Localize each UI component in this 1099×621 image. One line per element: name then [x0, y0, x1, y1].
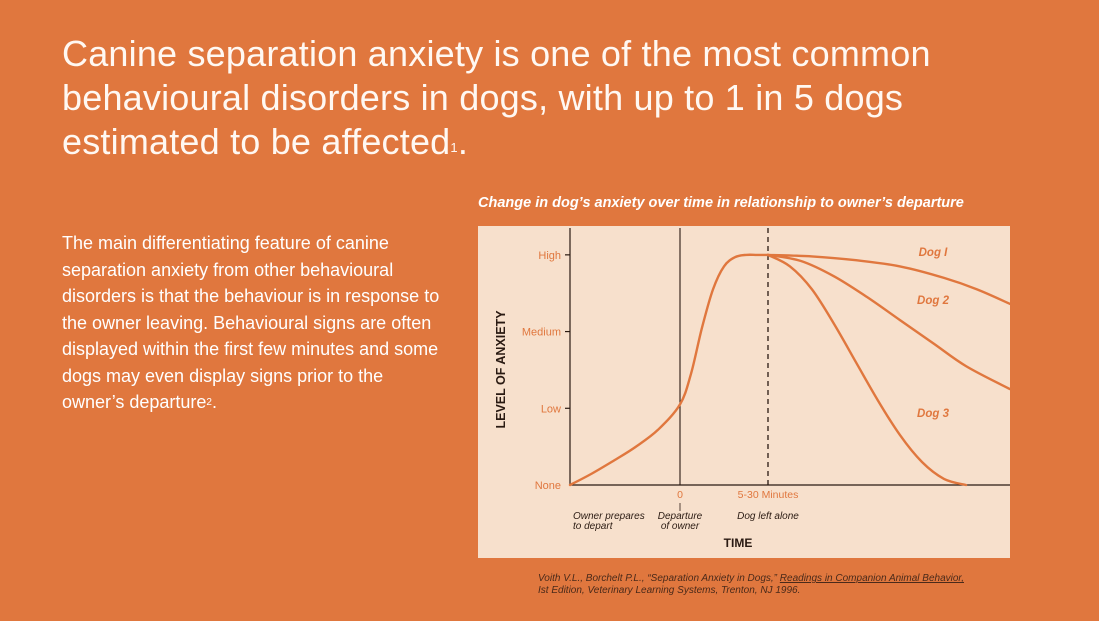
x-marker-label-0: 0 [677, 489, 683, 501]
chart-panel: High Medium Low None LEVEL OF ANXIETY 0 5-30 M… [478, 226, 1010, 558]
series-label-dog-2: Dog 2 [917, 295, 950, 307]
y-tick-label-low: Low [541, 403, 561, 415]
series-line-dog-1 [766, 253, 1010, 306]
x-axis-label: TIME [724, 536, 753, 550]
citation-authors: Voith V.L., Borchelt P.L., “Separation A… [538, 573, 780, 584]
y-axis-label: LEVEL OF ANXIETY [494, 310, 508, 429]
series-line-rise-all-dogs- [568, 253, 770, 487]
series-line-dog-3 [766, 253, 968, 487]
citation-book-link[interactable]: Readings in Companion Animal Behavior, [779, 573, 964, 584]
x-annotation-0-line-0: Owner prepares [573, 511, 645, 522]
citation-publisher: Ist Edition, Veterinary Learning Systems… [538, 585, 801, 596]
chart-title: Change in dog’s anxiety over time in rel… [478, 195, 964, 211]
anxiety-chart: High Medium Low None LEVEL OF ANXIETY 0 5-30 M… [494, 228, 1010, 550]
series-line-dog-2 [766, 253, 1010, 391]
headline-end: . [457, 121, 469, 162]
x-marker-label-1: 5-30 Minutes [738, 489, 799, 501]
y-tick-label-medium: Medium [522, 327, 561, 339]
x-annotation-1-line-0: Departure [658, 511, 703, 522]
y-tick-label-high: High [538, 250, 561, 262]
headline-footnote: 1 [450, 140, 458, 155]
citation: Voith V.L., Borchelt P.L., “Separation A… [538, 573, 1008, 597]
x-annotation-2-line-0: Dog left alone [737, 511, 799, 522]
body-footnote: 2 [206, 397, 212, 408]
x-annotation-0-line-1: to depart [573, 521, 614, 532]
body-paragraph: The main differentiating feature of cani… [62, 230, 442, 416]
series-label-dog-3: Dog 3 [917, 408, 950, 420]
y-tick-label-none: None [535, 480, 561, 492]
headline: Canine separation anxiety is one of the … [62, 32, 1022, 164]
body-end: . [211, 392, 217, 412]
series-label-dog-1: Dog I [919, 247, 949, 259]
headline-text: Canine separation anxiety is one of the … [62, 33, 931, 162]
x-annotation-1-line-1: of owner [661, 521, 700, 532]
body-text: The main differentiating feature of cani… [62, 233, 440, 412]
